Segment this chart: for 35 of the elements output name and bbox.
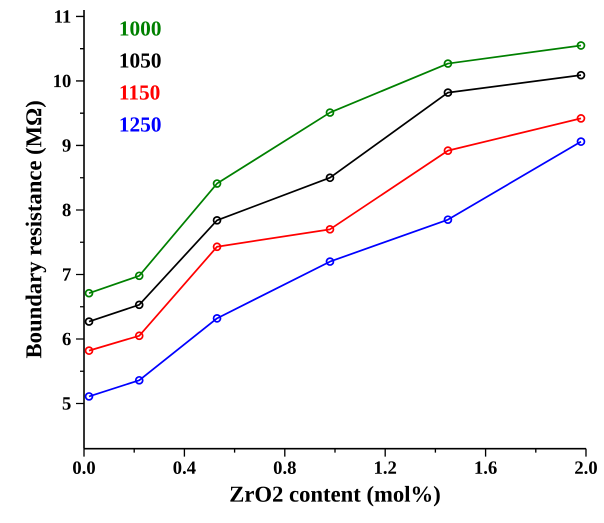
x-tick-label: 2.0	[575, 462, 597, 474]
point	[444, 88, 452, 98]
y-tick-label: 11	[55, 10, 70, 23]
x-tick-label: 1.6	[475, 462, 497, 474]
y-tick-label: 5	[62, 397, 71, 410]
point	[134, 272, 144, 280]
y-tick-label: 7	[63, 268, 71, 281]
y-tick-label: 6	[62, 332, 71, 346]
text: 1000	[120, 21, 161, 36]
point	[212, 216, 222, 225]
text: 1150	[120, 85, 160, 100]
text: 1050	[120, 53, 161, 68]
point	[134, 376, 144, 385]
text: 1250	[120, 117, 161, 132]
x-tick-label: 0.0	[73, 462, 95, 474]
point	[212, 314, 222, 323]
point	[444, 215, 452, 224]
point	[212, 179, 222, 188]
point	[326, 108, 334, 118]
y-tick-label: 8	[62, 204, 71, 216]
x-tick-label: 0.4	[173, 462, 196, 474]
y-tick-label: 9	[62, 139, 71, 152]
y-axis-title: Boundary resistance (MΩ)	[26, 101, 46, 358]
y-tick-label: 10	[54, 74, 71, 88]
point	[134, 332, 144, 340]
x-tick-label: 1.2	[375, 462, 396, 474]
point	[212, 242, 222, 252]
x-axis-title: ZrO2 content (mol%)	[230, 486, 440, 507]
point	[444, 59, 452, 68]
point	[134, 300, 144, 310]
point	[326, 257, 334, 266]
x-tick-label: 0.8	[274, 462, 296, 474]
point	[326, 174, 334, 182]
point	[326, 225, 334, 234]
point	[444, 146, 452, 156]
